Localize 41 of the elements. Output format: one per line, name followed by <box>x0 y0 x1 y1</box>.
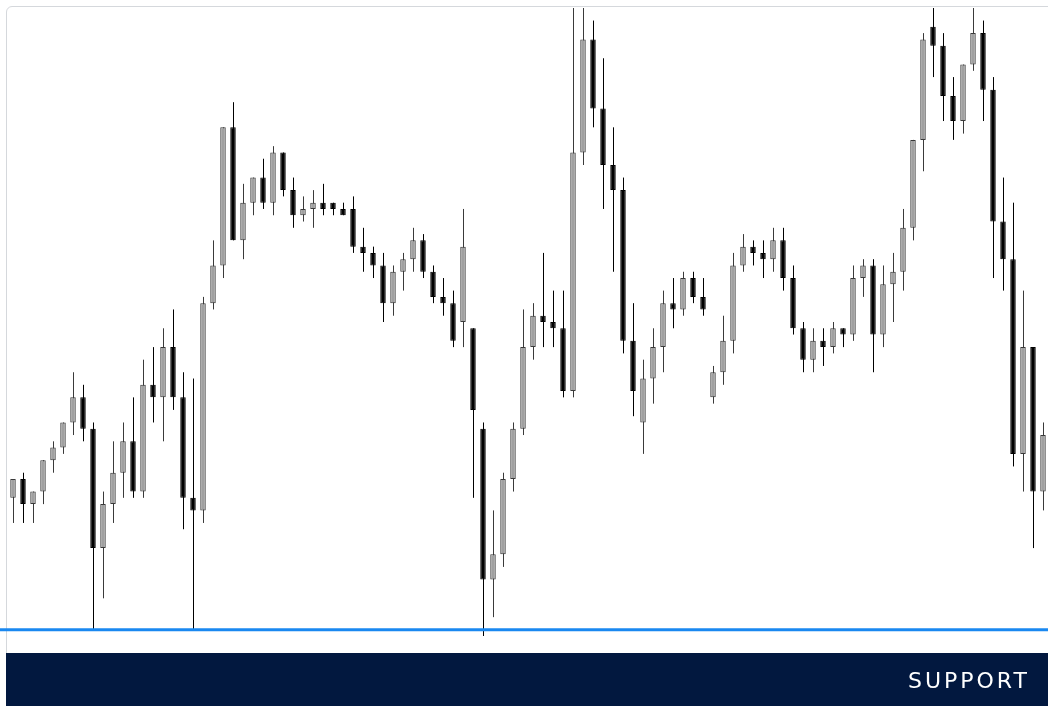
candlestick <box>690 271 696 304</box>
candlestick <box>950 76 956 141</box>
candlestick <box>700 277 706 317</box>
banner: SUPPORT <box>6 653 1048 706</box>
candlestick <box>300 195 306 223</box>
candlestick <box>400 252 406 292</box>
candlestick <box>670 277 676 329</box>
candlestick <box>50 440 56 474</box>
candlestick <box>860 258 866 298</box>
candlestick <box>890 252 896 323</box>
candlestick <box>750 239 756 266</box>
candlestick <box>290 177 296 229</box>
candlestick <box>360 227 366 273</box>
candlestick <box>190 378 196 631</box>
candlestick <box>760 239 766 279</box>
candlestick <box>30 491 36 524</box>
candlestick <box>710 365 716 405</box>
candlestick <box>930 7 936 78</box>
candlestick <box>830 321 836 354</box>
candlestick <box>550 290 556 348</box>
candlestick <box>430 264 436 304</box>
candlestick <box>260 158 266 210</box>
candlestick <box>20 472 26 524</box>
candlestick <box>70 371 76 436</box>
candlestick <box>770 227 776 273</box>
candlestick <box>440 277 446 317</box>
candlestick <box>740 233 746 273</box>
candlestick <box>320 183 326 216</box>
ref-line-label: SUPPORT <box>907 668 1030 693</box>
candlestick <box>540 252 546 348</box>
candlestick <box>150 346 156 423</box>
candlestick <box>820 327 826 367</box>
candlestick <box>490 509 496 618</box>
candlestick <box>60 421 66 455</box>
candlestick <box>810 327 816 373</box>
candlestick <box>410 227 416 273</box>
candlestick <box>370 246 376 279</box>
candlestick <box>10 478 16 524</box>
candlestick <box>610 126 616 273</box>
candlestick <box>310 189 316 229</box>
candlestick <box>250 177 256 216</box>
